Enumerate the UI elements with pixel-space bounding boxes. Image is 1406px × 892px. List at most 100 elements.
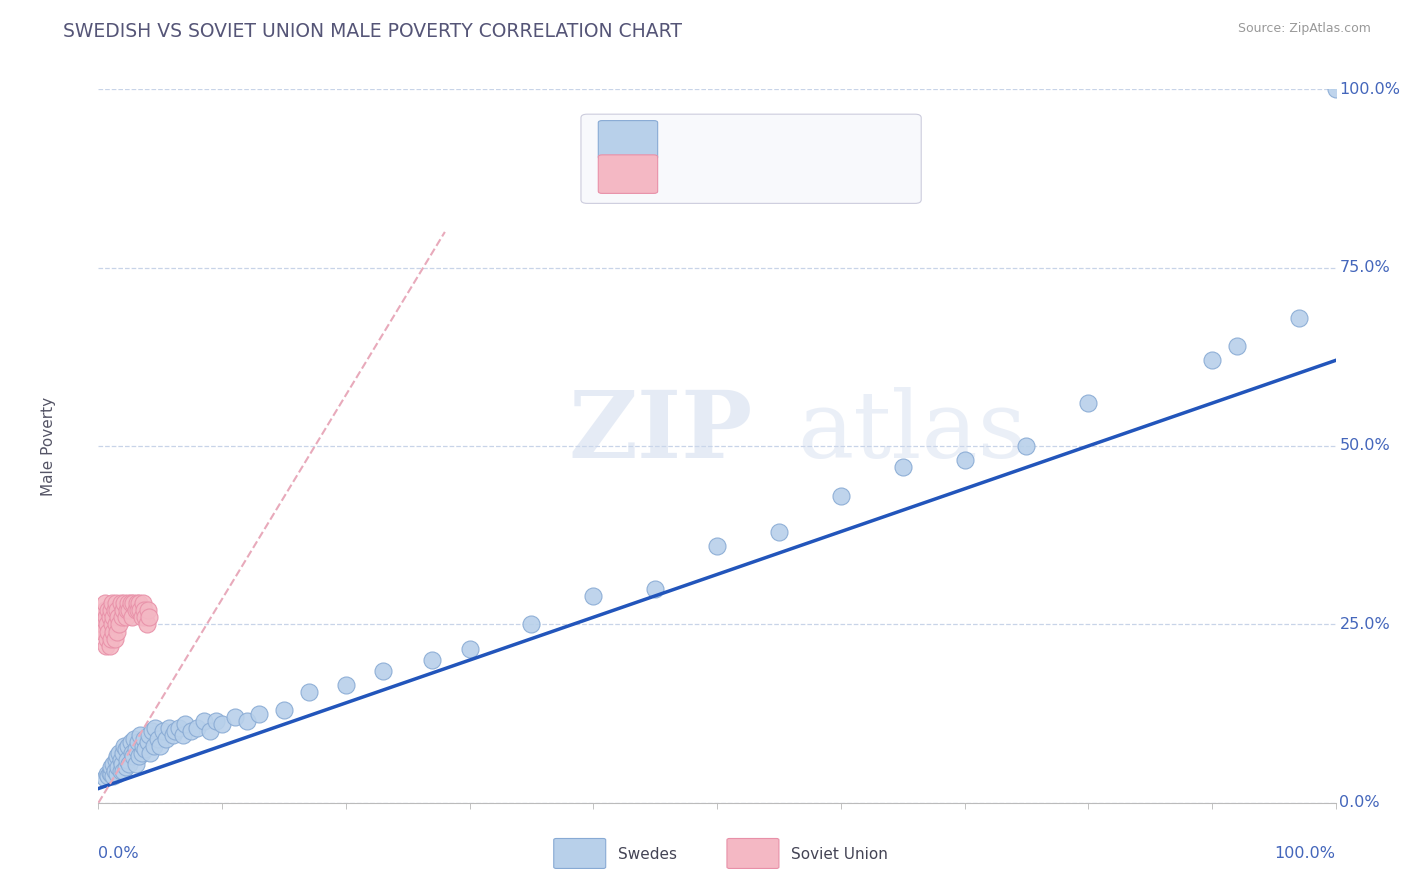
Point [174,717,197,731]
Point [1226,339,1249,353]
Point [112,596,135,610]
Point [115,603,138,617]
Point [298,685,321,699]
Text: Male Poverty: Male Poverty [41,396,56,496]
Point [96,632,118,646]
Point [94,610,117,624]
FancyBboxPatch shape [599,155,658,194]
Point [830,489,852,503]
Point [124,756,146,771]
Point [1077,396,1099,410]
Point [107,610,129,624]
Point [104,596,127,610]
Point [143,739,166,753]
Text: 100.0%: 100.0% [1275,846,1336,861]
Point [1201,353,1223,368]
Point [114,742,136,756]
Point [335,678,357,692]
Point [98,765,121,780]
Point [134,731,156,746]
Point [112,746,135,760]
Point [112,764,135,778]
Point [136,735,159,749]
Point [104,617,127,632]
Point [706,539,728,553]
Point [582,589,605,603]
Point [100,632,122,646]
Point [141,724,163,739]
Point [186,721,208,735]
Point [103,756,125,771]
Point [125,596,148,610]
Point [111,610,134,624]
Point [108,617,131,632]
Point [96,617,118,632]
Point [127,603,149,617]
Point [93,771,115,785]
Text: atlas: atlas [797,387,1026,476]
Point [121,746,143,760]
Text: Swedes: Swedes [619,847,678,863]
Point [143,721,166,735]
Point [149,739,172,753]
Point [129,728,152,742]
Point [131,746,153,760]
Point [96,767,118,781]
Point [97,769,120,783]
Point [98,610,121,624]
Point [953,453,976,467]
Point [117,596,139,610]
Point [644,582,666,596]
Point [100,760,122,774]
Point [118,603,141,617]
Point [101,617,124,632]
Text: R = 0.659: R = 0.659 [669,131,759,149]
Point [104,753,127,767]
FancyBboxPatch shape [581,114,921,203]
Point [112,739,135,753]
Point [115,753,138,767]
Point [100,767,122,781]
Point [124,742,146,756]
Point [93,624,115,639]
Point [422,653,444,667]
Point [107,760,129,774]
Point [135,617,157,632]
FancyBboxPatch shape [727,838,779,869]
Text: Soviet Union: Soviet Union [792,847,889,863]
Point [101,596,124,610]
Point [114,610,136,624]
Text: 100.0%: 100.0% [1340,82,1400,96]
Point [111,756,134,771]
Point [93,596,115,610]
Point [120,596,142,610]
Text: 0.0%: 0.0% [1340,796,1381,810]
Point [205,714,228,728]
Point [1015,439,1038,453]
Point [121,610,143,624]
Point [97,624,120,639]
Point [520,617,543,632]
Point [122,749,145,764]
Point [198,724,221,739]
Point [105,624,128,639]
Point [152,724,174,739]
Point [138,610,160,624]
Point [162,728,184,742]
Point [768,524,790,539]
Point [134,603,156,617]
Point [131,610,153,624]
Text: R = 0.189: R = 0.189 [669,165,759,183]
Point [117,739,139,753]
Point [110,596,132,610]
Point [100,603,122,617]
Point [193,714,215,728]
Point [157,721,180,735]
Point [273,703,295,717]
Point [1324,82,1347,96]
Point [134,742,156,756]
Text: N = 83: N = 83 [785,131,846,149]
Point [94,639,117,653]
Point [224,710,246,724]
Point [128,749,150,764]
